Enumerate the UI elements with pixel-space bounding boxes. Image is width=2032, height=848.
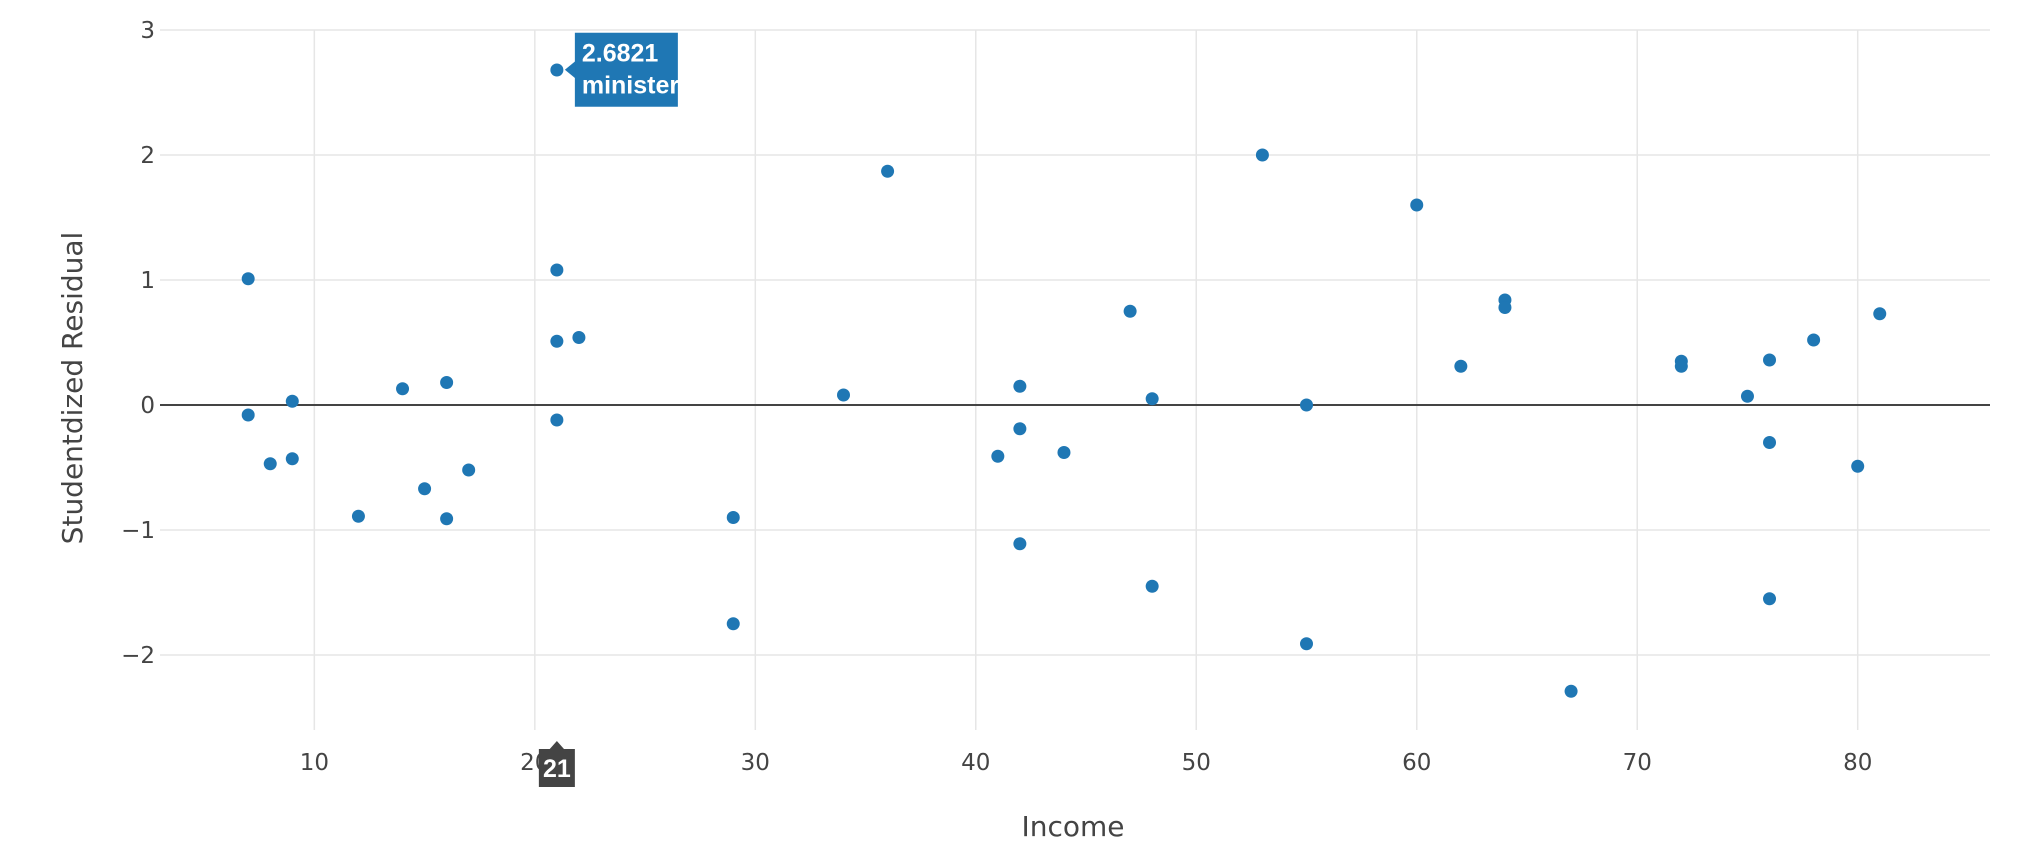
y-tick-label: 3 [140,18,155,44]
data-point[interactable] [1123,304,1137,318]
data-point[interactable] [1674,359,1688,373]
data-point[interactable] [396,382,410,396]
data-point[interactable] [550,263,564,277]
data-point[interactable] [1145,392,1159,406]
data-point[interactable] [1807,333,1821,347]
x-hover-label-box [538,749,575,787]
data-point[interactable] [1454,359,1468,373]
data-point[interactable] [550,413,564,427]
data-point[interactable] [550,63,564,77]
data-point[interactable] [263,457,277,471]
data-point[interactable] [1763,353,1777,367]
data-point[interactable] [462,463,476,477]
data-point[interactable] [881,164,895,178]
hover-label-pointer [564,60,576,79]
data-point[interactable] [1851,459,1865,473]
data-point[interactable] [1740,389,1754,403]
data-point[interactable] [241,272,255,286]
x-tick-label: 40 [961,750,990,776]
y-tick-label: −1 [121,518,155,544]
data-point[interactable] [1013,422,1027,436]
data-point[interactable] [1498,301,1512,314]
x-tick-label: 10 [300,750,329,776]
data-point[interactable] [726,617,740,631]
data-point[interactable] [836,388,850,402]
data-point[interactable] [1145,579,1159,593]
data-point[interactable] [1013,379,1027,393]
data-point[interactable] [285,394,299,408]
data-point[interactable] [726,511,740,524]
data-point[interactable] [1057,446,1071,459]
data-point[interactable] [1255,148,1269,162]
data-point[interactable] [572,331,586,344]
y-axis-tick-labels: −2 −1 0 1 2 3 [121,18,155,669]
hover-value-text: 2.6821 [582,40,659,68]
data-point[interactable] [440,512,454,526]
x-hover-label-pointer [548,741,565,750]
grid-lines [160,29,1990,730]
data-point[interactable] [1300,637,1314,651]
data-point[interactable] [991,449,1005,463]
data-point[interactable] [1873,307,1887,321]
y-tick-label: 2 [140,143,155,169]
data-point[interactable] [1013,537,1027,551]
data-point[interactable] [1763,592,1777,606]
x-tick-label: 70 [1623,750,1652,776]
x-tick-label: 50 [1182,750,1211,776]
data-points[interactable] [241,63,1887,698]
data-point[interactable] [351,509,365,523]
y-tick-label: −2 [121,643,155,669]
data-point[interactable] [1410,198,1424,212]
y-axis-title: Studentdized Residual [56,232,89,545]
x-tick-label: 80 [1843,750,1872,776]
hover-name-text: minister [582,72,680,100]
x-tick-label: 60 [1402,750,1431,776]
data-point[interactable] [241,408,255,422]
hover-label-box [574,32,678,107]
data-point[interactable] [1564,684,1578,698]
y-tick-label: 0 [140,393,155,419]
data-point[interactable] [1763,436,1777,449]
x-axis-tick-labels: 10 20 30 40 50 60 70 80 [300,750,1873,776]
data-point[interactable] [418,482,432,496]
x-tick-label: 30 [741,750,770,776]
data-point[interactable] [440,376,454,389]
x-axis-title: Income [1021,810,1124,843]
data-point[interactable] [285,452,299,466]
y-tick-label: 1 [140,268,155,294]
data-point[interactable] [1300,398,1314,412]
x-hover-label-text: 21 [543,755,571,783]
hover-tooltip: 2.6821 minister 21 [538,32,680,787]
data-point[interactable] [550,334,564,348]
